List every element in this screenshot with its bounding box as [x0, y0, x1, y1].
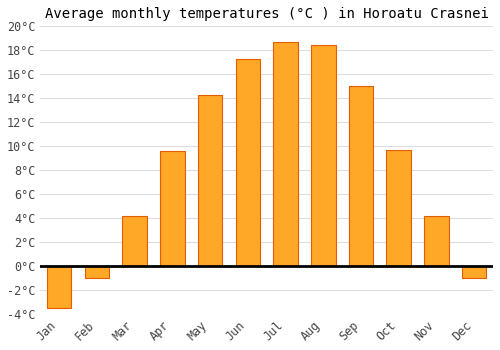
Bar [274, 42, 298, 266]
Bar [348, 86, 374, 266]
Bar [84, 266, 109, 278]
Bar [311, 46, 336, 266]
Bar [198, 94, 222, 266]
Bar [424, 216, 448, 266]
Bar [160, 151, 184, 266]
Bar [386, 150, 411, 266]
Bar [462, 266, 486, 278]
Bar [236, 59, 260, 266]
Title: Average monthly temperatures (°C ) in Horoatu Crasnei: Average monthly temperatures (°C ) in Ho… [44, 7, 488, 21]
Bar [122, 216, 147, 266]
Bar [47, 266, 72, 308]
